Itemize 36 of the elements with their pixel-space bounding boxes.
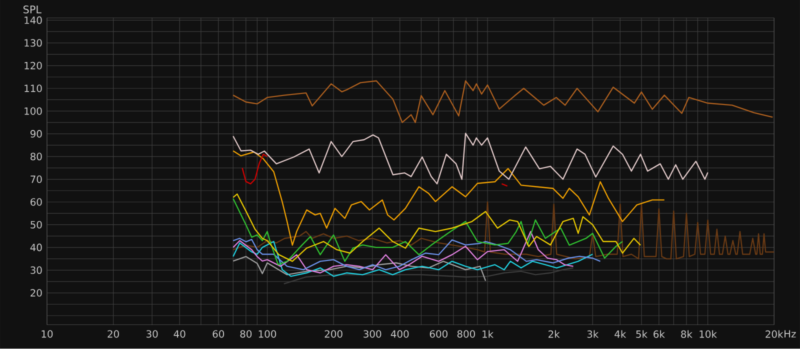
y-tick-label: 80 xyxy=(30,152,42,160)
y-tick-label: 50 xyxy=(30,221,42,229)
x-tick-label: 20 xyxy=(108,330,119,338)
y-tick-label: 40 xyxy=(30,244,42,252)
y-tick-label: 130 xyxy=(24,39,42,47)
x-tick-label: 6k xyxy=(654,330,665,338)
x-tick-label: 1k xyxy=(482,330,494,338)
y-tick-label: 20 xyxy=(30,289,42,297)
x-tick-label: 100 xyxy=(258,330,276,338)
y-tick-label: 70 xyxy=(30,176,42,184)
y-tick-label: 90 xyxy=(30,130,42,138)
x-tick-label: 30 xyxy=(146,330,158,338)
y-tick-label: 140 xyxy=(24,16,42,24)
x-tick-label: 400 xyxy=(390,330,409,338)
x-tick-label: 3k xyxy=(587,330,599,338)
x-tick-label: 8k xyxy=(681,330,692,338)
x-axis-title: Hz xyxy=(784,330,796,338)
x-tick-label: 80 xyxy=(240,330,252,338)
x-tick-label: 600 xyxy=(430,330,448,338)
x-tick-label: 5k xyxy=(636,330,648,338)
x-tick-label: 60 xyxy=(212,330,224,338)
y-tick-label: 120 xyxy=(24,62,42,70)
x-tick-label: 10 xyxy=(42,330,53,338)
y-tick-label: 110 xyxy=(24,84,42,92)
x-tick-label: 10k xyxy=(700,330,717,338)
x-tick-label: 300 xyxy=(364,330,382,338)
x-tick-label: 40 xyxy=(174,330,186,338)
x-tick-label: 800 xyxy=(457,330,475,338)
x-tick-label: 4k xyxy=(614,330,626,338)
y-tick-label: 30 xyxy=(30,266,42,274)
y-tick-label: 60 xyxy=(30,198,42,206)
x-tick-label: 20k xyxy=(766,330,784,338)
y-tick-label: 100 xyxy=(24,108,42,116)
x-tick-label: 200 xyxy=(324,330,342,338)
x-tick-label: 2k xyxy=(548,330,560,338)
y-axis-title: SPL xyxy=(23,6,42,14)
